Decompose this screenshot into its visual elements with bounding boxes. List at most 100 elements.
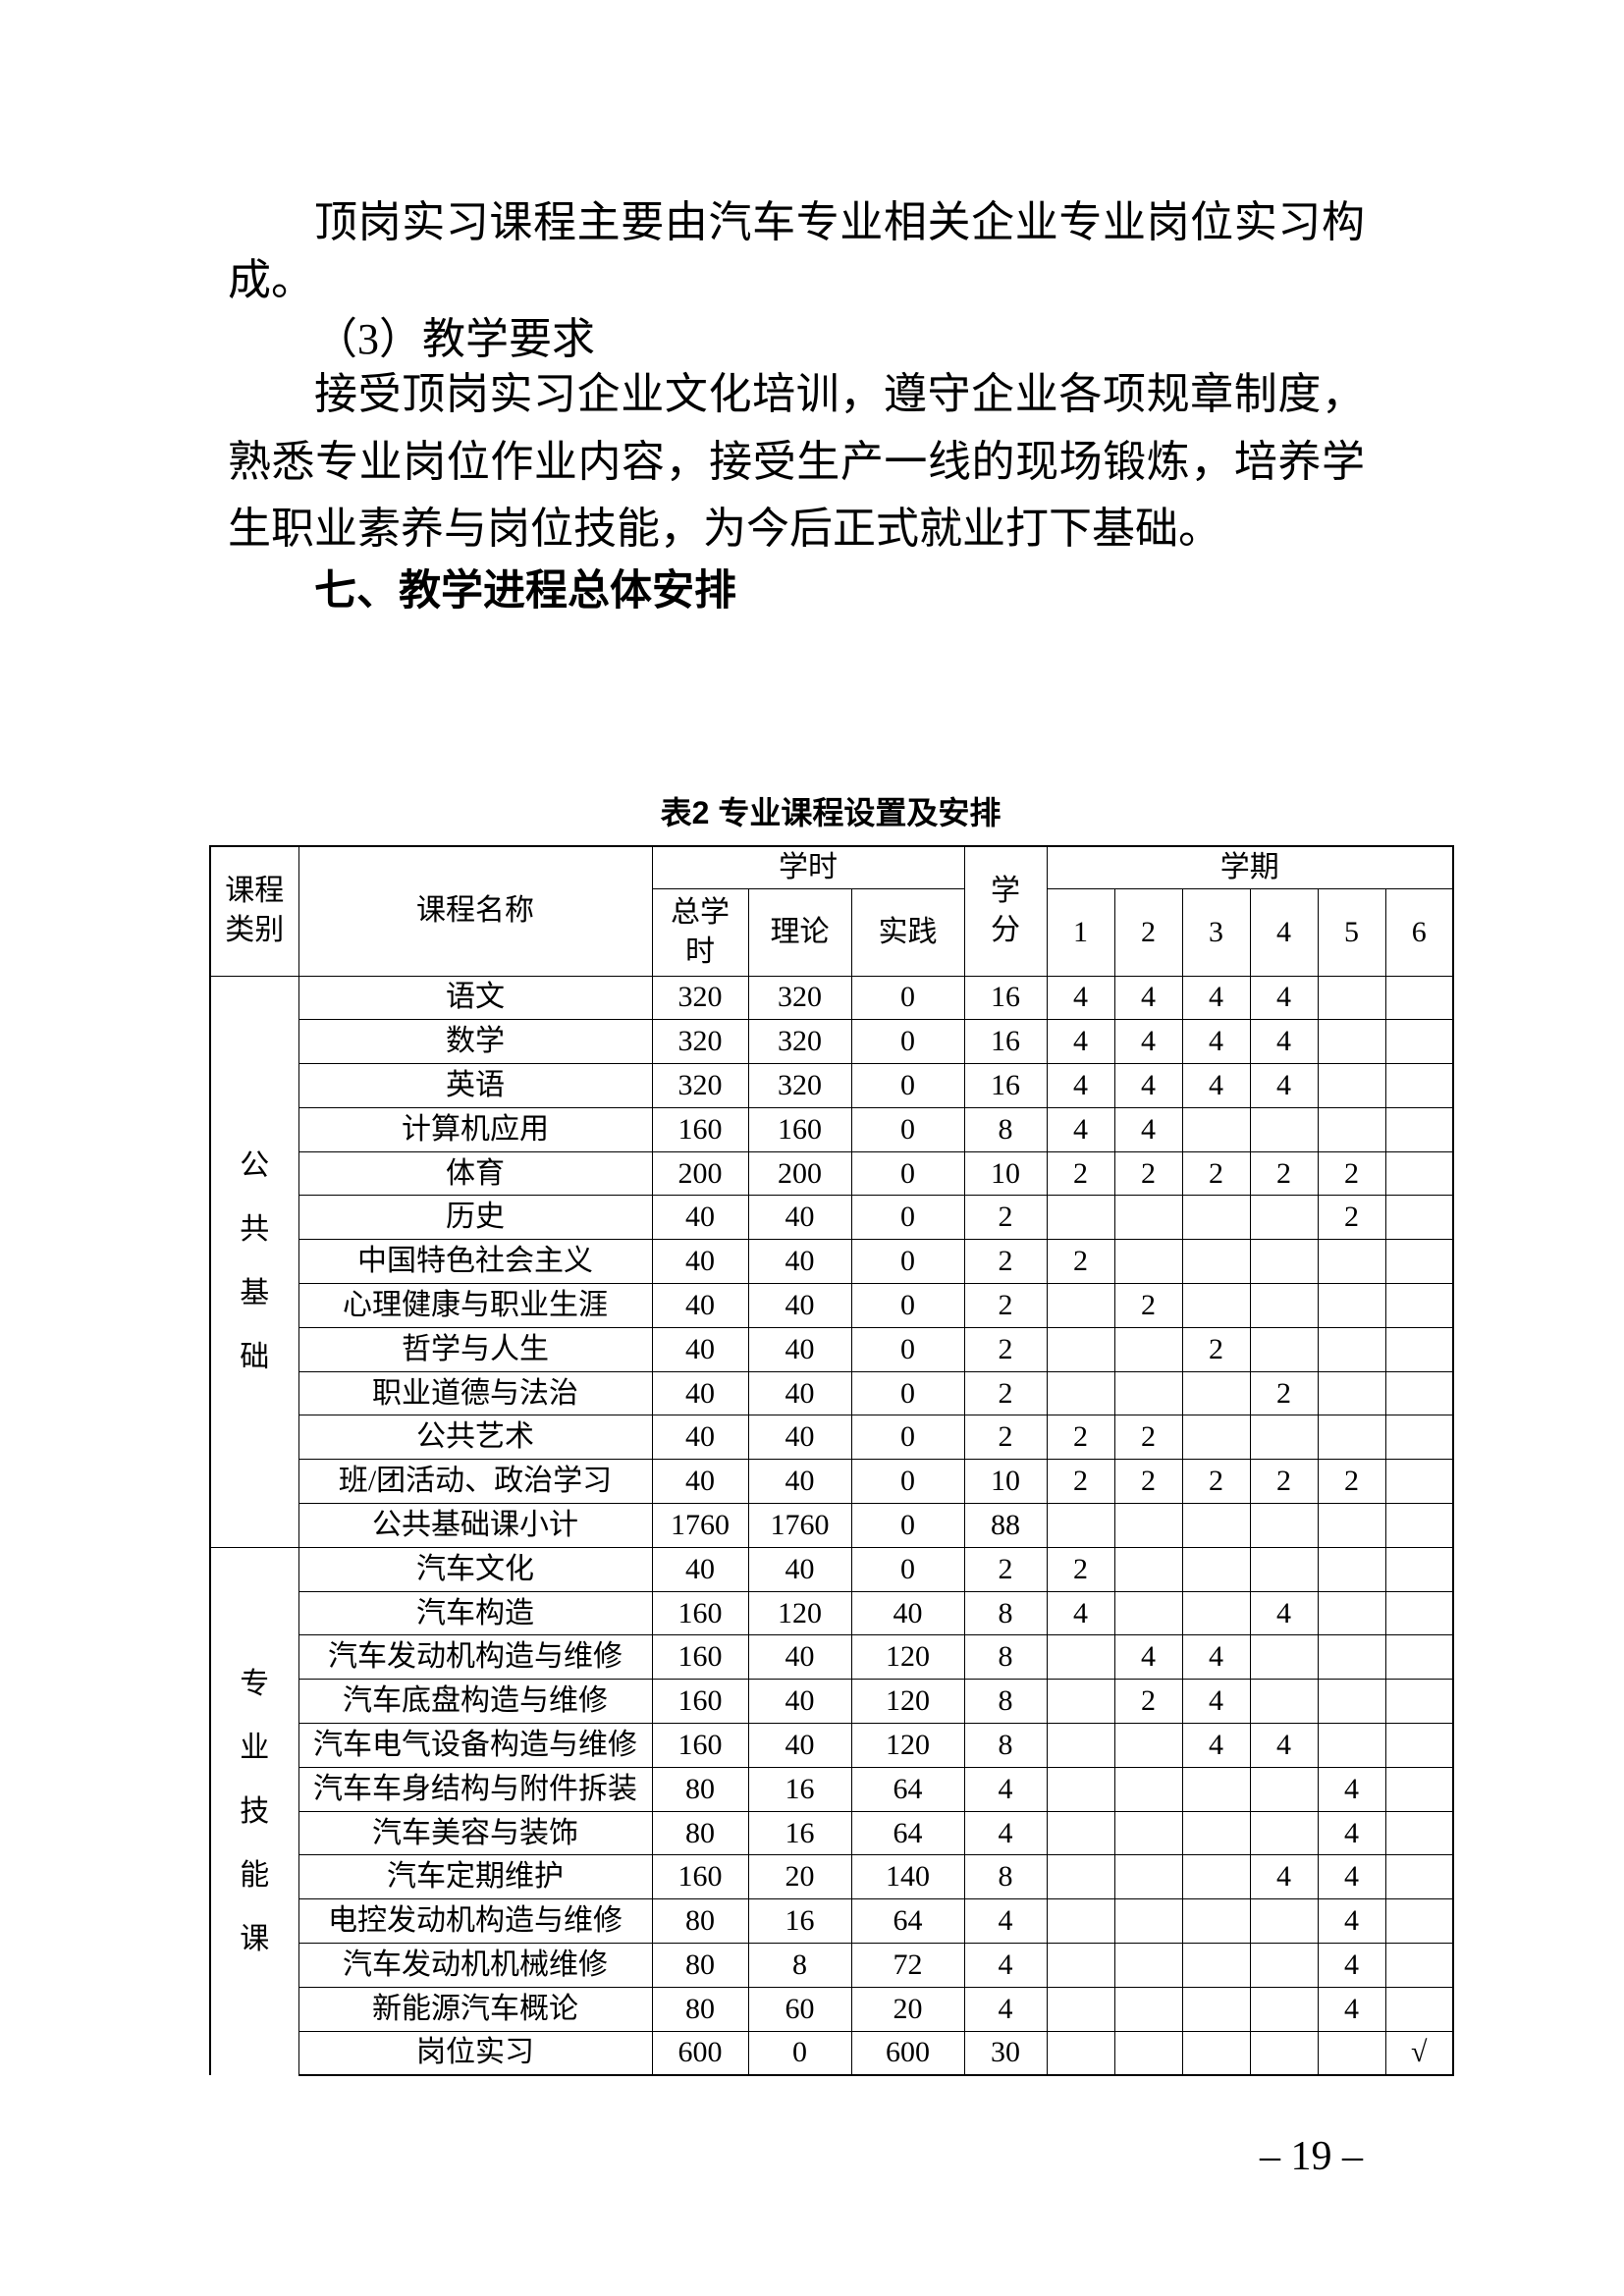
sem2-cell: [1113, 1810, 1183, 1856]
theory-hours-cell: 40: [747, 1195, 852, 1241]
sem4-cell: 2: [1249, 1150, 1319, 1197]
sem4-cell: 2: [1249, 1459, 1319, 1505]
total-hours-cell: 80: [651, 1986, 749, 2032]
course-name-cell: 汽车美容与装饰: [298, 1810, 653, 1856]
sem4-cell: [1249, 1239, 1319, 1285]
sem3-cell: [1181, 2030, 1251, 2076]
sem5-cell: [1317, 1106, 1386, 1152]
sem6-cell: [1384, 1546, 1455, 1592]
sem6-cell: [1384, 1150, 1455, 1197]
sem6-cell: [1384, 1810, 1455, 1856]
course-name-cell: 语文: [298, 975, 653, 1021]
sem2-cell: 2: [1113, 1150, 1183, 1197]
sem4-cell: [1249, 1283, 1319, 1328]
course-name-cell: 英语: [298, 1063, 653, 1108]
table-row: 专 业 技 能 课汽车文化 40 40 0 2 2: [209, 1546, 1455, 2075]
course-name-cell: 汽车车身结构与附件拆装: [298, 1766, 653, 1812]
course-name-cell: 历史: [298, 1195, 653, 1241]
sem5-cell: [1317, 1283, 1386, 1328]
practice-hours-cell: 72: [850, 1943, 965, 1988]
sem3-cell: 2: [1181, 1459, 1251, 1505]
sem1-cell: 4: [1046, 1019, 1115, 1065]
sem2-cell: [1113, 1370, 1183, 1416]
practice-hours-cell: 0: [850, 1546, 965, 1592]
sem2-cell: [1113, 1503, 1183, 1548]
sem4-cell: [1249, 1106, 1319, 1152]
sem4-cell: [1249, 1634, 1319, 1681]
credits-cell: 8: [963, 1679, 1048, 1725]
course-name-cell: 汽车发动机构造与维修: [298, 1634, 653, 1681]
practice-hours-cell: 0: [850, 1283, 965, 1328]
practice-hours-cell: 0: [850, 1503, 965, 1548]
total-hours-cell: 40: [651, 1326, 749, 1372]
credits-cell: 16: [963, 1063, 1048, 1108]
practice-hours-cell: 0: [850, 1415, 965, 1461]
course-name-cell: 体育: [298, 1150, 653, 1197]
header-theory: 理论: [747, 887, 852, 977]
sem3-cell: 4: [1181, 1634, 1251, 1681]
table-row: 公共基础课小计 1760 1760 0 88: [210, 1503, 1455, 1548]
sem2-cell: 2: [1113, 1283, 1183, 1328]
table-row: 汽车车身结构与附件拆装 80 16 64 4 4: [210, 1766, 1455, 1812]
table-row: 哲学与人生 40 40 0 2 2: [210, 1326, 1455, 1372]
sem2-cell: [1113, 1898, 1183, 1945]
practice-hours-cell: 0: [850, 1370, 965, 1416]
sem1-cell: [1046, 1195, 1115, 1241]
sem6-cell: [1384, 1415, 1455, 1461]
sem3-cell: [1181, 1415, 1251, 1461]
sem6-cell: [1384, 1370, 1455, 1416]
total-hours-cell: 160: [651, 1679, 749, 1725]
table-row: 公 共 基 础语文 320 320 0 16 4 4 4 4: [209, 975, 1455, 1548]
header-credits: 学 分: [963, 845, 1048, 977]
total-hours-cell: 160: [651, 1106, 749, 1152]
sem5-cell: 4: [1317, 1943, 1386, 1988]
credits-cell: 2: [963, 1239, 1048, 1285]
credits-cell: 2: [963, 1370, 1048, 1416]
course-name-cell: 新能源汽车概论: [298, 1986, 653, 2032]
sem4-cell: [1249, 1986, 1319, 2032]
sem3-cell: [1181, 1283, 1251, 1328]
sem4-cell: 4: [1249, 1063, 1319, 1108]
course-table-body: 公 共 基 础语文 320 320 0 16 4 4 4 4 数学 320 320 0 16 4 4 4 4 英语 3…: [209, 975, 1455, 2076]
sem3-cell: 4: [1181, 1723, 1251, 1768]
course-name-cell: 电控发动机构造与维修: [298, 1898, 653, 1945]
sem2-cell: [1113, 1723, 1183, 1768]
sem6-cell: [1384, 1986, 1455, 2032]
sem1-cell: 2: [1046, 1150, 1115, 1197]
theory-hours-cell: 20: [747, 1854, 852, 1900]
sem2-cell: 4: [1113, 1019, 1183, 1065]
table-row: 汽车发动机构造与维修 160 40 120 8 4 4: [210, 1634, 1455, 1681]
credits-cell: 4: [963, 1810, 1048, 1856]
table-row: 中国特色社会主义 40 40 0 2 2: [210, 1239, 1455, 1285]
sem6-cell: [1384, 1283, 1455, 1328]
sem4-cell: 4: [1249, 1019, 1319, 1065]
theory-hours-cell: 160: [747, 1106, 852, 1152]
sem2-cell: [1113, 1943, 1183, 1988]
course-name-cell: 公共艺术: [298, 1415, 653, 1461]
table-row: 汽车底盘构造与维修 160 40 120 8 2 4: [210, 1679, 1455, 1725]
sem3-cell: 4: [1181, 1679, 1251, 1725]
total-hours-cell: 40: [651, 1459, 749, 1505]
sem3-cell: 4: [1181, 1063, 1251, 1108]
sem4-cell: [1249, 1546, 1319, 1592]
sem1-cell: 4: [1046, 1106, 1115, 1152]
sem5-cell: [1317, 1063, 1386, 1108]
credits-cell: 2: [963, 1326, 1048, 1372]
table-row: 公共艺术 40 40 0 2 2 2: [210, 1415, 1455, 1461]
sem4-cell: 4: [1249, 975, 1319, 1021]
course-name-cell: 哲学与人生: [298, 1326, 653, 1372]
practice-hours-cell: 140: [850, 1854, 965, 1900]
credits-cell: 4: [963, 1943, 1048, 1988]
paragraph-line: 熟悉专业岗位作业内容，接受生产一线的现场锻炼，培养学: [228, 438, 1365, 486]
course-name-cell: 汽车定期维护: [298, 1854, 653, 1900]
credits-cell: 8: [963, 1854, 1048, 1900]
sem2-cell: [1113, 1766, 1183, 1812]
sem3-cell: [1181, 1195, 1251, 1241]
sem1-cell: 4: [1046, 1063, 1115, 1108]
sem3-cell: [1181, 1370, 1251, 1416]
header-category: 课程 类别: [209, 845, 299, 977]
course-name-cell: 岗位实习: [298, 2030, 653, 2076]
sem6-cell: [1384, 1239, 1455, 1285]
total-hours-cell: 40: [651, 1239, 749, 1285]
header-semester-4: 4: [1249, 887, 1319, 977]
